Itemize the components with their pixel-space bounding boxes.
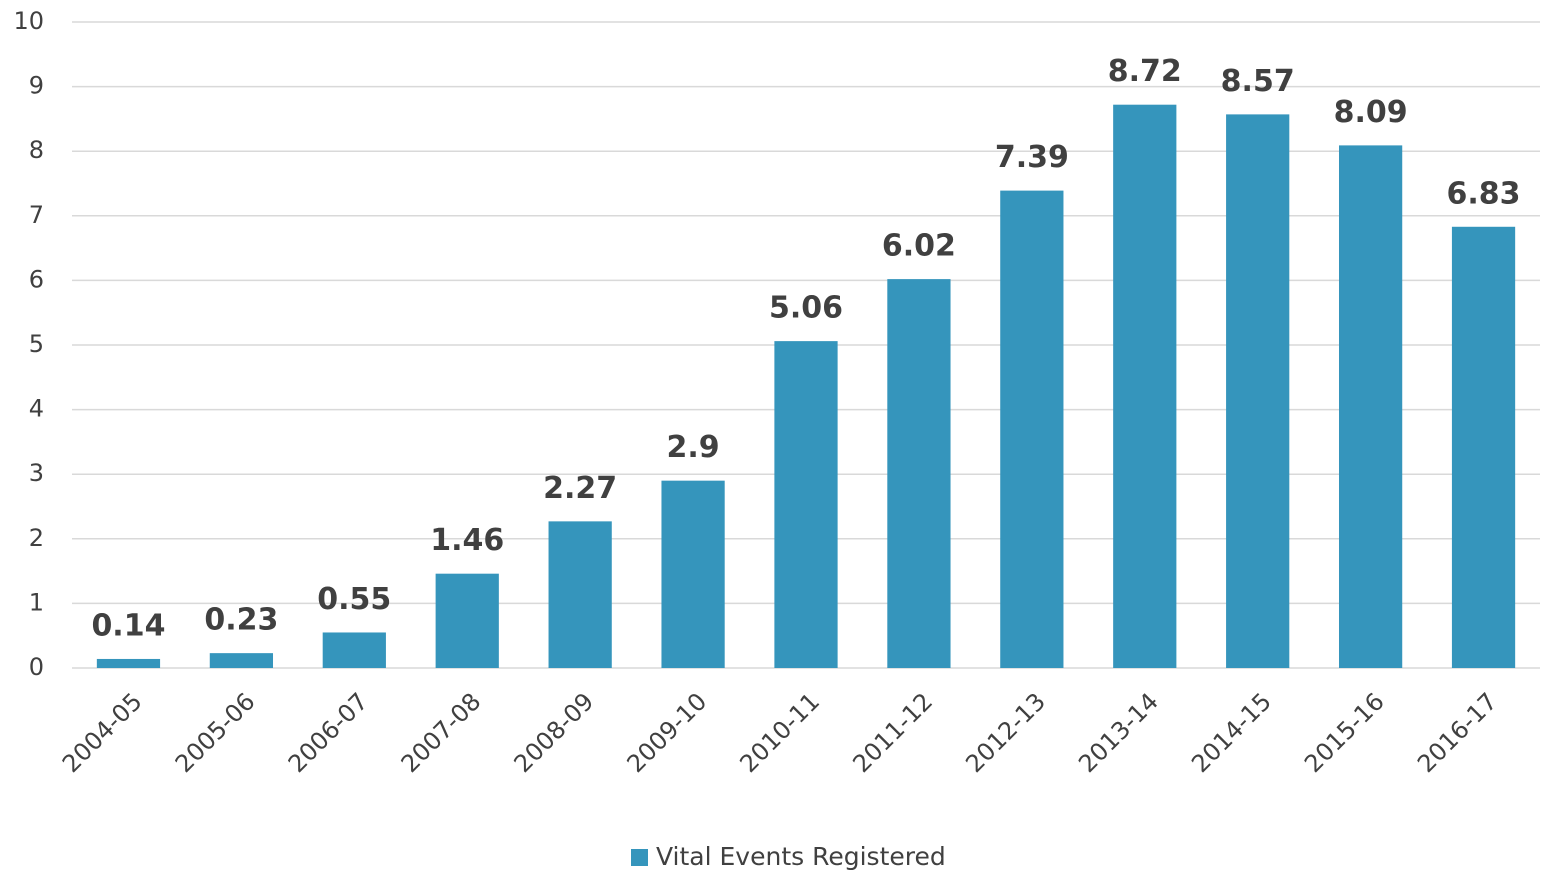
x-tick-label: 2005-06 bbox=[170, 687, 261, 778]
y-tick-label: 8 bbox=[29, 136, 44, 164]
data-label: 2.9 bbox=[666, 430, 719, 465]
legend-label: Vital Events Registered bbox=[656, 842, 946, 871]
x-tick-label: 2014-15 bbox=[1186, 687, 1277, 778]
y-tick-label: 9 bbox=[29, 72, 44, 100]
bar bbox=[322, 632, 386, 668]
data-label: 8.57 bbox=[1221, 64, 1295, 99]
bar bbox=[1113, 104, 1177, 669]
bar bbox=[1451, 226, 1516, 669]
data-label: 0.14 bbox=[91, 608, 165, 643]
data-label: 5.06 bbox=[769, 291, 843, 326]
x-tick-label: 2009-10 bbox=[622, 687, 713, 778]
data-label: 6.02 bbox=[882, 229, 956, 264]
x-tick-label: 2010-11 bbox=[734, 687, 825, 778]
y-tick-label: 1 bbox=[29, 588, 44, 616]
bar bbox=[1338, 145, 1403, 669]
bar bbox=[209, 653, 274, 668]
bar bbox=[435, 573, 499, 668]
data-label: 8.72 bbox=[1108, 54, 1182, 89]
bar bbox=[548, 521, 612, 668]
y-tick-label: 0 bbox=[29, 653, 44, 681]
x-tick-label: 2013-14 bbox=[1073, 687, 1164, 778]
y-tick-label: 7 bbox=[29, 201, 44, 229]
bar bbox=[774, 341, 838, 668]
x-tick-label: 2007-08 bbox=[396, 687, 487, 778]
y-tick-label: 5 bbox=[29, 330, 44, 358]
x-tick-label: 2011-12 bbox=[847, 687, 938, 778]
data-label: 6.83 bbox=[1447, 176, 1521, 211]
x-tick-label: 2008-09 bbox=[509, 687, 600, 778]
x-tick-label: 2004-05 bbox=[57, 687, 148, 778]
bar bbox=[1226, 114, 1290, 669]
data-label: 8.09 bbox=[1334, 95, 1408, 130]
y-tick-label: 4 bbox=[29, 395, 44, 423]
y-tick-label: 6 bbox=[29, 265, 44, 293]
y-tick-label: 2 bbox=[29, 524, 44, 552]
y-tick-label: 3 bbox=[29, 459, 44, 487]
data-label: 2.27 bbox=[543, 471, 617, 506]
data-label: 0.23 bbox=[204, 603, 278, 638]
x-tick-label: 2006-07 bbox=[283, 687, 374, 778]
bar bbox=[887, 279, 951, 668]
data-label: 7.39 bbox=[995, 140, 1069, 175]
bar bbox=[1000, 190, 1064, 668]
data-label: 1.46 bbox=[430, 523, 504, 558]
y-tick-label: 10 bbox=[13, 7, 44, 35]
bar bbox=[96, 658, 161, 668]
legend-swatch bbox=[631, 849, 648, 866]
x-tick-label: 2012-13 bbox=[960, 687, 1051, 778]
data-label: 0.55 bbox=[317, 582, 391, 617]
x-tick-label: 2015-16 bbox=[1299, 687, 1390, 778]
bar bbox=[661, 480, 725, 668]
x-tick-label: 2016-17 bbox=[1412, 687, 1503, 778]
